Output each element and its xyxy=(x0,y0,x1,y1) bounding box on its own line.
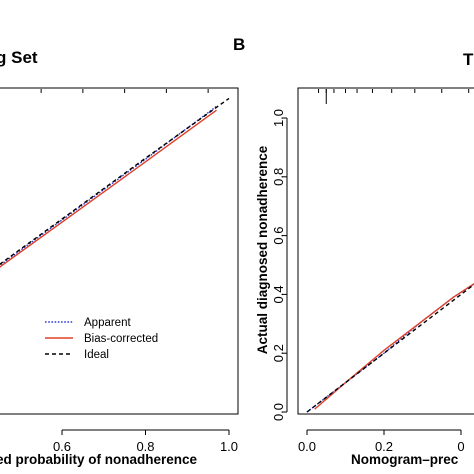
legend-label: Apparent xyxy=(84,317,131,329)
panel-b-x-axis: 0.0 0.2 0 xyxy=(298,429,465,454)
panel-a-rug-ticks xyxy=(40,89,209,93)
panel-b-calibration-lines xyxy=(306,282,474,413)
panel-b-x-axis-label: Nomogram–prec xyxy=(351,452,459,467)
y-tick-label: 1.0 xyxy=(271,109,286,127)
panel-a-calibration-lines xyxy=(0,97,230,268)
panel-a-x-axis-label: ed probability of nonadherence xyxy=(0,452,198,467)
panel-b-letter: B xyxy=(233,35,245,54)
series-line-apparent xyxy=(306,282,474,413)
y-tick-label: 0.6 xyxy=(271,227,286,245)
legend-label: Bias-corrected xyxy=(84,333,158,345)
series-line-ideal xyxy=(306,283,474,413)
series-line-bias-corrected xyxy=(314,282,474,410)
y-tick-label: 0.4 xyxy=(271,285,286,303)
y-tick-label: 0.0 xyxy=(271,403,286,421)
y-tick-label: 0.8 xyxy=(271,168,286,186)
panel-a-x-axis: 0.6 0.8 1.0 xyxy=(53,429,238,454)
series-line-ideal xyxy=(0,97,230,266)
x-tick-label: 0.6 xyxy=(53,439,71,454)
panel-b-rug-ticks xyxy=(318,89,470,104)
series-line-bias-corrected xyxy=(0,109,217,268)
panel-b-plot-frame xyxy=(297,87,474,415)
panel-b-title: T xyxy=(463,50,474,69)
panel-a-legend: Apparent Bias-corrected Ideal xyxy=(45,317,158,361)
panel-b-y-axis: 0.0 0.2 0.4 0.6 0.8 1.0 xyxy=(271,109,288,421)
x-tick-label: 0.0 xyxy=(298,439,316,454)
panel-a-title: g Set xyxy=(0,48,38,67)
y-tick-label: 0.2 xyxy=(271,344,286,362)
series-line-apparent xyxy=(0,105,217,267)
legend-label: Ideal xyxy=(84,349,109,361)
panel-a-training-set: g Set 0.6 0.8 1.0 ed probability of nonadh… xyxy=(0,48,239,467)
x-tick-label: 0 xyxy=(457,439,464,454)
x-tick-label: 0.8 xyxy=(136,439,154,454)
panel-b-y-axis-label: Actual diagnosed nonadherence xyxy=(255,145,270,354)
x-tick-label: 1.0 xyxy=(220,439,238,454)
panel-a-plot-frame xyxy=(0,87,239,415)
panel-b-test-set: B T 0.0 0.2 0 0.0 0.2 0.4 0.6 0.8 1.0 Actual di… xyxy=(233,35,474,467)
x-tick-label: 0.2 xyxy=(375,439,393,454)
